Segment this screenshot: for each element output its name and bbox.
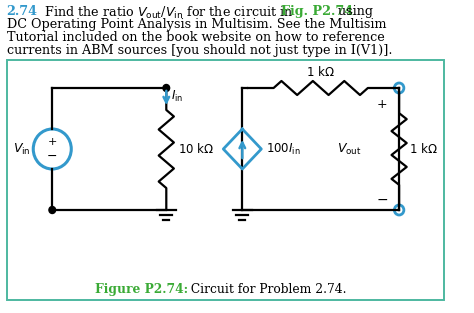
Text: Figure P2.74:: Figure P2.74: — [95, 283, 188, 296]
Circle shape — [163, 85, 170, 91]
Text: $V_{\rm out}$: $V_{\rm out}$ — [337, 141, 362, 156]
Text: Find the ratio $V_{\rm out}$/$V_{\rm in}$ for the circuit in: Find the ratio $V_{\rm out}$/$V_{\rm in}… — [32, 5, 294, 21]
Text: −: − — [376, 193, 388, 207]
Text: currents in ABM sources [you should not just type in I(V1)].: currents in ABM sources [you should not … — [7, 44, 392, 57]
Text: +: + — [377, 98, 387, 110]
Text: $I_{\rm in}$: $I_{\rm in}$ — [171, 89, 183, 104]
Text: $100I_{\rm in}$: $100I_{\rm in}$ — [266, 141, 301, 156]
Text: +: + — [47, 137, 57, 147]
Text: 2.74: 2.74 — [7, 5, 37, 18]
Circle shape — [394, 83, 404, 93]
Text: Tutorial included on the book website on how to reference: Tutorial included on the book website on… — [7, 31, 384, 44]
Bar — [7, 60, 444, 300]
Text: Fig. P2.74: Fig. P2.74 — [281, 5, 354, 18]
Text: Circuit for Problem 2.74.: Circuit for Problem 2.74. — [187, 283, 346, 296]
Text: $V_{\rm in}$: $V_{\rm in}$ — [13, 141, 31, 156]
Text: $10\ {\rm k}\Omega$: $10\ {\rm k}\Omega$ — [178, 142, 214, 156]
Text: DC Operating Point Analysis in Multisim. See the Multisim: DC Operating Point Analysis in Multisim.… — [7, 18, 386, 31]
Circle shape — [49, 207, 55, 213]
Text: −: − — [47, 150, 57, 162]
Circle shape — [394, 205, 404, 215]
Text: using: using — [335, 5, 374, 18]
Polygon shape — [223, 129, 261, 169]
Text: $1\ {\rm k}\Omega$: $1\ {\rm k}\Omega$ — [306, 65, 335, 79]
Text: $1\ {\rm k}\Omega$: $1\ {\rm k}\Omega$ — [409, 142, 438, 156]
